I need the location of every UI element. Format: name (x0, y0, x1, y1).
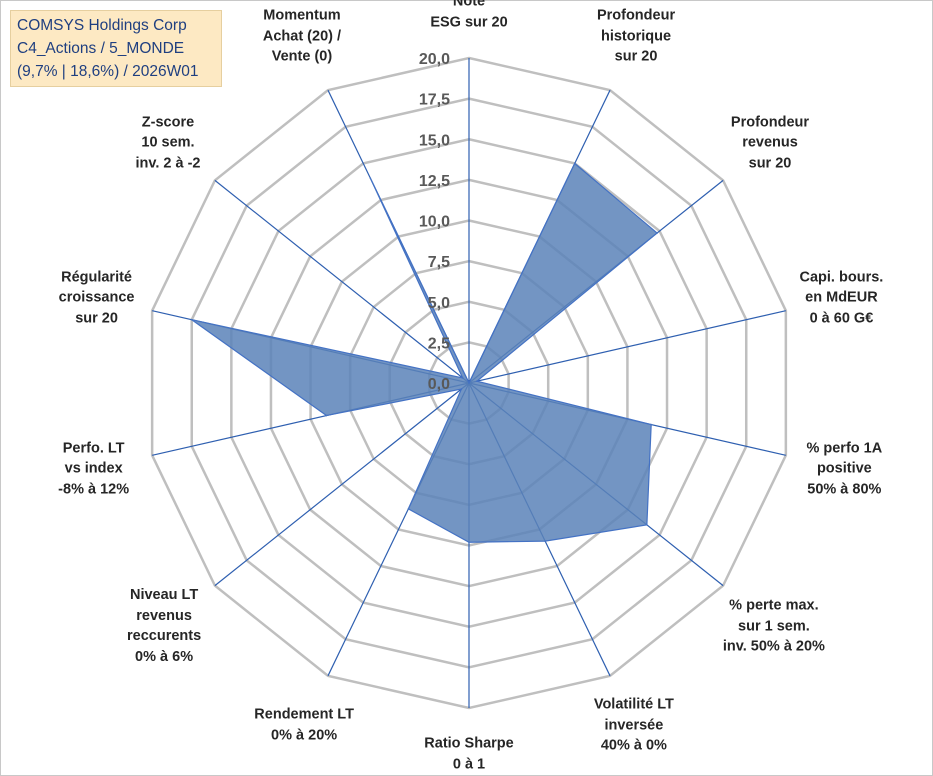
axis-label-line: 10 sem. (141, 134, 195, 151)
axis-label-line: 0 à 60 G€ (809, 310, 874, 327)
axis-label: Ratio Sharpe 0 à 1 (379, 734, 559, 775)
info-stats: (9,7% | 18,6%) / 2026W01 (17, 63, 199, 80)
series-point (461, 377, 464, 379)
axis-label: Volatilité LT inversée 40% à 0% (544, 695, 724, 757)
r-tick-label: 20,0 (419, 51, 450, 68)
r-tick-label: 0,0 (428, 376, 450, 393)
r-tick-label: 12,5 (419, 173, 450, 190)
series-point (468, 382, 470, 384)
radial-tick-labels: 0,0 2,5 5,0 7,5 10,0 12,5 15,0 17,5 20,0 (419, 51, 450, 393)
axis-label-line: sur 20 (748, 155, 792, 172)
axis-label-line: 0% à 20% (271, 727, 338, 744)
axis-label-line: % perte max. (729, 597, 819, 614)
series-point (650, 423, 652, 426)
axis-label-line: Perfo. LT (62, 439, 125, 456)
r-tick-label: 7,5 (428, 254, 450, 271)
axis-label-line: positive (816, 460, 872, 477)
radar-spoke (214, 179, 470, 384)
axis-label-line: historique (600, 27, 672, 44)
axis-label-line: Vente (0) (271, 48, 333, 65)
axis-label-line: inv. 50% à 20% (722, 638, 825, 655)
axis-label-line: 0 à 1 (452, 756, 486, 772)
series-point (476, 380, 478, 382)
axis-label-line: Volatilité LT (593, 696, 674, 713)
radar-spoke (468, 310, 786, 384)
axis-label: % perfo 1A positive 50% à 80% (754, 438, 933, 500)
axis-label-line: Achat (20) / (262, 27, 342, 44)
axis-label-line: Régularité (61, 269, 133, 286)
info-company: COMSYS Holdings Corp (17, 17, 187, 34)
axis-label-line: inv. 2 à -2 (135, 155, 201, 172)
axis-label-line: Capi. bours. (799, 269, 884, 286)
radar-series (190, 162, 658, 544)
axis-label: Z-score 10 sem. inv. 2 à -2 (78, 112, 258, 174)
axis-label-line: Profondeur (730, 114, 810, 131)
axis-label-line: sur 1 sem. (738, 617, 810, 634)
axis-label-line: Note (452, 0, 486, 10)
series-point (646, 524, 648, 526)
r-tick-label: 17,5 (419, 92, 450, 109)
series-point (325, 414, 328, 417)
info-box: COMSYS Holdings Corp C4_Actions / 5_MOND… (10, 10, 222, 87)
axis-label: Régularité croissance sur 20 (7, 267, 187, 329)
axis-label-line: Profondeur (596, 7, 676, 24)
axis-label: Note ESG sur 20 (379, 0, 559, 33)
axis-label: % perte max. sur 1 sem. inv. 50% à 20% (684, 595, 864, 657)
axis-label: Capi. bours. en MdEUR 0 à 60 G€ (751, 267, 931, 329)
radar-spoke (214, 382, 470, 587)
series-point (573, 162, 576, 165)
axis-label-line: Z-score (141, 114, 195, 131)
r-tick-label: 10,0 (419, 214, 450, 231)
axis-label-line: ESG sur 20 (430, 14, 508, 30)
axis-label-line: reccurents (127, 628, 202, 645)
axis-label-line: Rendement LT (254, 706, 354, 723)
axis-label-line: 0% à 6% (135, 648, 194, 665)
series-point (407, 508, 410, 510)
axis-label: Rendement LT 0% à 20% (214, 705, 394, 746)
axis-label-line: sur 20 (75, 310, 118, 327)
axis-label-line: 40% à 0% (600, 737, 667, 754)
axis-label-line: -8% à 12% (58, 480, 130, 497)
series-point (468, 541, 470, 544)
axis-label: Profondeur historique sur 20 (546, 5, 726, 67)
axis-label-line: Niveau LT (129, 587, 199, 604)
axis-label-line: revenus (136, 607, 192, 624)
axis-label: Profondeur revenus sur 20 (680, 112, 860, 174)
series-point (369, 177, 372, 179)
series-point (544, 540, 546, 542)
axis-label-line: vs index (64, 460, 123, 477)
r-tick-label: 2,5 (428, 335, 450, 352)
axis-label-line: % perfo 1A (806, 439, 883, 456)
series-point (656, 232, 658, 234)
r-tick-label: 5,0 (428, 295, 450, 312)
axis-label-line: Ratio Sharpe (424, 735, 514, 752)
axis-label: Momentum Achat (20) / Vente (0) (212, 5, 392, 67)
axis-label: Perfo. LT vs index -8% à 12% (4, 438, 184, 500)
axis-label-line: Momentum (263, 7, 341, 24)
axis-label-line: sur 20 (614, 48, 658, 65)
axis-label-line: croissance (58, 289, 135, 306)
series-point (460, 388, 463, 390)
axis-label-line: inversée (604, 717, 664, 734)
axis-label-line: revenus (742, 134, 798, 151)
info-portfolio: C4_Actions / 5_MONDE (17, 40, 185, 57)
series-point (190, 318, 193, 321)
axis-label-line: en MdEUR (805, 289, 878, 306)
axis-label: Niveau LT revenus reccurents 0% à 6% (74, 585, 254, 667)
r-tick-label: 15,0 (419, 132, 450, 149)
axis-label-line: 50% à 80% (807, 480, 882, 497)
